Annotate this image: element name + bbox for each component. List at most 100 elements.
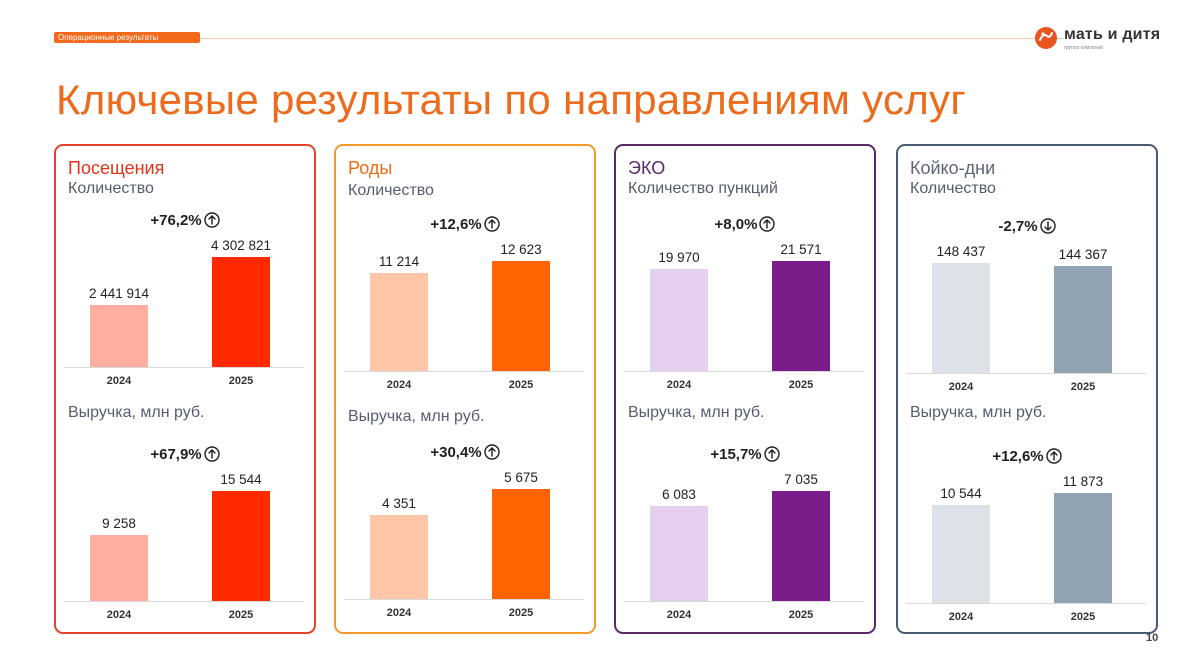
metric-label: Выручка, млн руб. bbox=[348, 408, 485, 425]
header-rule bbox=[54, 38, 1064, 39]
bar-2024 bbox=[90, 535, 148, 601]
growth-badge: +12,6% bbox=[336, 216, 594, 233]
bar-value-label: 11 873 bbox=[1062, 474, 1104, 489]
service-card: Посещения Количество +76,2% 2 441 914 2024 4 … bbox=[54, 144, 316, 634]
year-tick-label: 2025 bbox=[228, 609, 254, 621]
bar-value-label: 10 544 bbox=[940, 486, 982, 501]
metric-label: Количество bbox=[910, 180, 996, 197]
mini-bar-chart: -2,7% 148 437 2024 144 367 2025 bbox=[898, 218, 1156, 408]
metric-label: Выручка, млн руб. bbox=[68, 404, 205, 421]
mini-bar-chart: +67,9% 9 258 2024 15 544 2025 bbox=[56, 446, 314, 636]
mini-bar-chart: +12,6% 10 544 2024 11 873 2025 bbox=[898, 448, 1156, 638]
growth-badge: +67,9% bbox=[56, 446, 314, 463]
year-tick-label: 2025 bbox=[508, 607, 534, 619]
mini-bar-chart: +15,7% 6 083 2024 7 035 2025 bbox=[616, 446, 874, 636]
chart-baseline bbox=[906, 603, 1146, 604]
service-card: Роды Количество +12,6% 11 214 2024 12 623 2025… bbox=[334, 144, 596, 634]
chart-baseline bbox=[624, 601, 864, 602]
arrow-down-circle-icon bbox=[1039, 218, 1056, 234]
arrow-up-circle-icon bbox=[759, 216, 776, 232]
mini-bar-chart: +30,4% 4 351 2024 5 675 2025 bbox=[336, 444, 594, 634]
growth-value: +12,6% bbox=[430, 216, 482, 233]
chart-baseline bbox=[906, 373, 1146, 374]
year-tick-label: 2025 bbox=[788, 609, 814, 621]
metric-label: Выручка, млн руб. bbox=[628, 404, 765, 421]
bar-2024 bbox=[370, 273, 428, 371]
growth-badge: +76,2% bbox=[56, 212, 314, 229]
bar-value-label: 4 351 bbox=[382, 496, 416, 511]
bar-2024 bbox=[370, 515, 428, 599]
logo-subtitle: группа компаний bbox=[1064, 45, 1103, 51]
growth-badge: +30,4% bbox=[336, 444, 594, 461]
year-tick-label: 2025 bbox=[228, 375, 254, 387]
card-title: Роды bbox=[348, 158, 393, 178]
metric-label: Количество пункций bbox=[628, 180, 778, 197]
year-tick-label: 2024 bbox=[666, 609, 692, 621]
metric-label: Количество bbox=[68, 180, 154, 197]
year-tick-label: 2024 bbox=[948, 381, 974, 393]
growth-value: +30,4% bbox=[430, 444, 482, 461]
bar-value-label: 5 675 bbox=[504, 470, 538, 485]
bar-2025 bbox=[772, 261, 830, 371]
mini-bar-chart: +12,6% 11 214 2024 12 623 2025 bbox=[336, 216, 594, 406]
bar-value-label: 21 571 bbox=[780, 242, 822, 257]
card-title: Койко-дни bbox=[910, 158, 996, 178]
metric-label: Количество bbox=[348, 182, 434, 199]
bar-value-label: 7 035 bbox=[784, 472, 818, 487]
metric-label: Выручка, млн руб. bbox=[910, 404, 1047, 421]
bar-2024 bbox=[90, 305, 148, 367]
logo-mark-icon bbox=[1035, 27, 1057, 49]
arrow-up-circle-icon bbox=[203, 446, 220, 462]
section-tag: Операционные результаты bbox=[54, 32, 200, 43]
page-number: 10 bbox=[1146, 632, 1159, 644]
bar-2024 bbox=[650, 269, 708, 371]
bar-value-label: 4 302 821 bbox=[210, 238, 272, 253]
bar-2025 bbox=[212, 491, 270, 601]
year-tick-label: 2024 bbox=[106, 375, 132, 387]
company-logo: мать и дитя группа компаний bbox=[1034, 24, 1164, 54]
year-tick-label: 2024 bbox=[666, 379, 692, 391]
bar-value-label: 19 970 bbox=[658, 250, 700, 265]
year-tick-label: 2024 bbox=[386, 607, 412, 619]
bar-2025 bbox=[492, 489, 550, 599]
arrow-up-circle-icon bbox=[1045, 448, 1062, 464]
year-tick-label: 2025 bbox=[1070, 381, 1096, 393]
mini-bar-chart: +8,0% 19 970 2024 21 571 2025 bbox=[616, 216, 874, 406]
growth-badge: +15,7% bbox=[616, 446, 874, 463]
bar-value-label: 6 083 bbox=[662, 487, 696, 502]
service-card: ЭКО Количество пункций +8,0% 19 970 2024 21 5… bbox=[614, 144, 876, 634]
chart-baseline bbox=[624, 371, 864, 372]
chart-baseline bbox=[344, 599, 584, 600]
bar-2024 bbox=[932, 505, 990, 603]
arrow-up-circle-icon bbox=[483, 444, 500, 460]
card-title: Посещения bbox=[68, 158, 165, 178]
arrow-up-circle-icon bbox=[763, 446, 780, 462]
year-tick-label: 2024 bbox=[948, 611, 974, 623]
chart-baseline bbox=[64, 601, 304, 602]
bar-2024 bbox=[932, 263, 990, 373]
bar-2025 bbox=[492, 261, 550, 371]
bar-2024 bbox=[650, 506, 708, 601]
bar-value-label: 9 258 bbox=[102, 516, 136, 531]
bar-value-label: 2 441 914 bbox=[88, 286, 150, 301]
growth-badge: +8,0% bbox=[616, 216, 874, 233]
card-title: ЭКО bbox=[628, 158, 666, 178]
growth-value: +8,0% bbox=[714, 216, 758, 233]
growth-value: +15,7% bbox=[710, 446, 762, 463]
growth-badge: +12,6% bbox=[898, 448, 1156, 465]
growth-value: +12,6% bbox=[992, 448, 1044, 465]
page-title: Ключевые результаты по направлениям услу… bbox=[56, 76, 966, 123]
bar-2025 bbox=[1054, 493, 1112, 603]
chart-baseline bbox=[344, 371, 584, 372]
year-tick-label: 2025 bbox=[788, 379, 814, 391]
growth-value: +67,9% bbox=[150, 446, 202, 463]
arrow-up-circle-icon bbox=[483, 216, 500, 232]
year-tick-label: 2024 bbox=[386, 379, 412, 391]
logo-name: мать и дитя bbox=[1064, 26, 1161, 43]
year-tick-label: 2025 bbox=[508, 379, 534, 391]
growth-badge: -2,7% bbox=[898, 218, 1156, 235]
bar-value-label: 11 214 bbox=[378, 254, 420, 269]
bar-2025 bbox=[212, 257, 270, 367]
bar-value-label: 148 437 bbox=[936, 244, 986, 259]
bar-2025 bbox=[772, 491, 830, 601]
